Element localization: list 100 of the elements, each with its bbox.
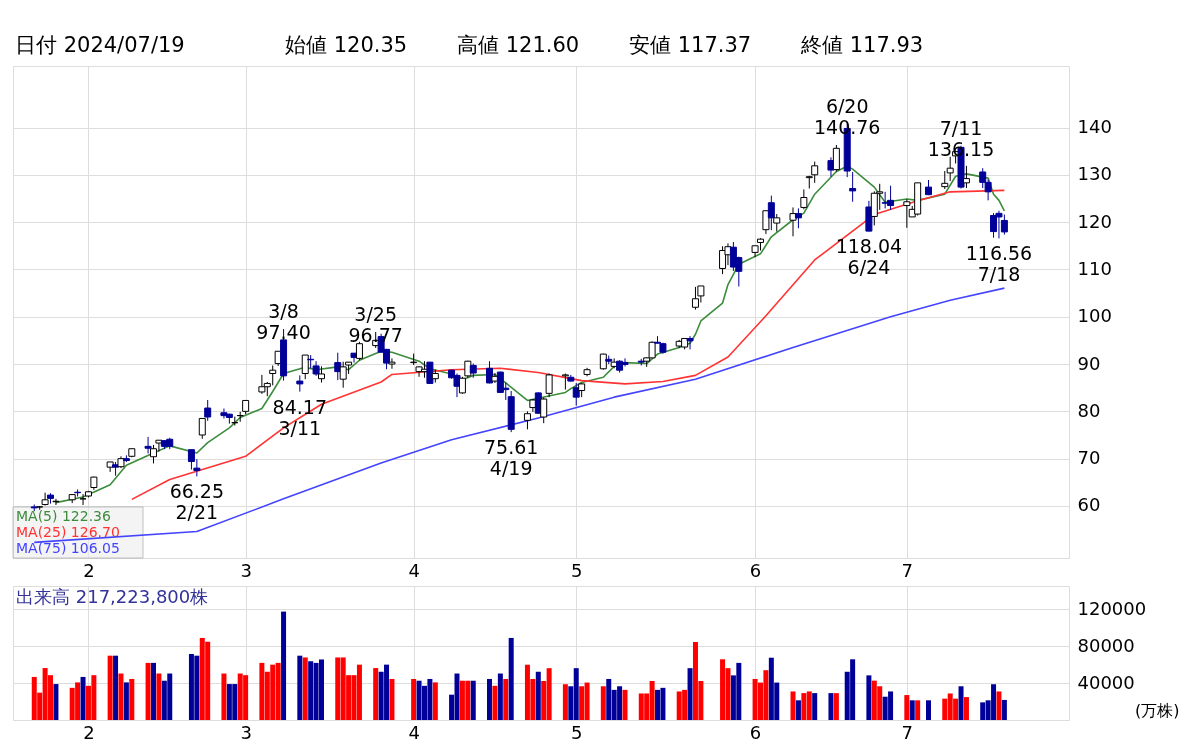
bar: [904, 695, 910, 720]
bar: [107, 655, 113, 720]
candlestick: [946, 156, 954, 182]
bar: [356, 664, 362, 720]
bar: [926, 700, 932, 720]
candlestick: [800, 188, 808, 210]
bar: [600, 686, 606, 720]
candlestick: [144, 436, 152, 454]
bar: [963, 697, 969, 720]
bar: [503, 678, 509, 720]
y-tick-label: 60: [1077, 494, 1101, 516]
bar: [655, 689, 661, 720]
y-tick-label: 80: [1077, 399, 1101, 421]
x-tick-label: 2: [83, 721, 95, 743]
y-tick-label: 80000: [1077, 634, 1135, 656]
bar: [411, 678, 417, 720]
bar: [118, 673, 124, 720]
candlestick: [334, 352, 342, 381]
bar: [909, 700, 915, 720]
chart-title: 出来高 217,223,800株: [16, 586, 209, 607]
candlestick: [962, 165, 970, 189]
bar: [915, 700, 921, 720]
bar: [281, 611, 287, 720]
bar: [432, 682, 438, 720]
y-tick-label: 130: [1077, 163, 1112, 185]
bar: [80, 676, 86, 720]
bar: [622, 689, 628, 720]
annotation: 7/11 136.15: [927, 116, 995, 160]
x-tick-label: 6: [749, 559, 762, 581]
bar: [470, 680, 476, 720]
y-axis-title: (万株): [1135, 700, 1180, 720]
y-tick-label: 70: [1077, 447, 1101, 469]
bar: [508, 637, 514, 720]
bar: [795, 700, 801, 720]
bar: [996, 691, 1002, 720]
bar: [113, 655, 119, 720]
annotation: 66.25 2/21: [169, 480, 225, 524]
bar: [156, 673, 162, 720]
bar: [562, 684, 568, 720]
text: 終値 117.93: [800, 33, 924, 57]
bar: [129, 678, 135, 720]
y-tick-label: 90: [1077, 352, 1101, 374]
x-tick-label: 6: [749, 721, 762, 743]
annotation: 75.61 4/19: [483, 436, 539, 480]
candlestick: [827, 156, 835, 178]
bar: [720, 659, 726, 720]
bar: [123, 682, 129, 720]
candlestick: [149, 444, 157, 464]
x-tick-label: 7: [901, 559, 914, 581]
candlestick: [545, 373, 553, 398]
candlestick: [794, 207, 802, 229]
bar: [812, 693, 818, 720]
candlestick: [849, 171, 857, 203]
y-tick-label: 40000: [1077, 671, 1135, 693]
x-tick-label: 4: [408, 559, 420, 581]
candlestick: [762, 210, 770, 235]
annotation: 116.56 7/18: [965, 242, 1033, 286]
bar: [302, 657, 308, 720]
x-tick-label: 5: [571, 559, 583, 581]
candlestick: [301, 354, 309, 380]
bar: [497, 673, 503, 720]
text: 高値 121.60: [457, 33, 580, 57]
bar: [687, 668, 693, 720]
x-tick-label: 3: [240, 721, 252, 743]
bar: [535, 671, 541, 720]
x-tick-label: 3: [240, 559, 252, 581]
candlestick: [540, 397, 548, 424]
series-label: MA(25) 126.70: [16, 524, 120, 540]
series-label: MA(75) 106.05: [16, 540, 120, 556]
annotation: 118.04 6/24: [835, 235, 903, 279]
bar: [373, 668, 379, 720]
candlestick: [388, 357, 396, 370]
y-tick-label: 120: [1077, 210, 1112, 232]
bar: [790, 691, 796, 720]
chart-title: 日付 2024/07/19: [15, 33, 185, 57]
bar: [145, 662, 151, 720]
y-tick-label: 110: [1077, 257, 1112, 279]
candlestick: [198, 417, 206, 440]
text: 安値 117.37: [629, 33, 752, 57]
bar: [221, 673, 227, 720]
y-tick-label: 120000: [1077, 597, 1147, 619]
candlestick: [355, 341, 363, 361]
candlestick: [767, 195, 775, 231]
bar: [53, 684, 59, 720]
text: 始値 120.35: [285, 33, 408, 57]
y-tick-label: 100: [1077, 305, 1112, 327]
bar: [487, 678, 493, 720]
bar: [958, 686, 964, 720]
x-tick-label: 2: [83, 559, 95, 581]
x-tick-label: 5: [571, 721, 583, 743]
bar: [492, 685, 498, 720]
series-label: MA(5) 122.36: [16, 508, 112, 524]
candlestick: [832, 144, 840, 172]
candlestick: [415, 365, 423, 378]
bar: [833, 693, 839, 720]
bar: [828, 693, 834, 720]
bar: [1001, 699, 1007, 720]
x-tick-label: 4: [408, 721, 420, 743]
bar: [389, 678, 395, 720]
bar: [150, 662, 156, 720]
